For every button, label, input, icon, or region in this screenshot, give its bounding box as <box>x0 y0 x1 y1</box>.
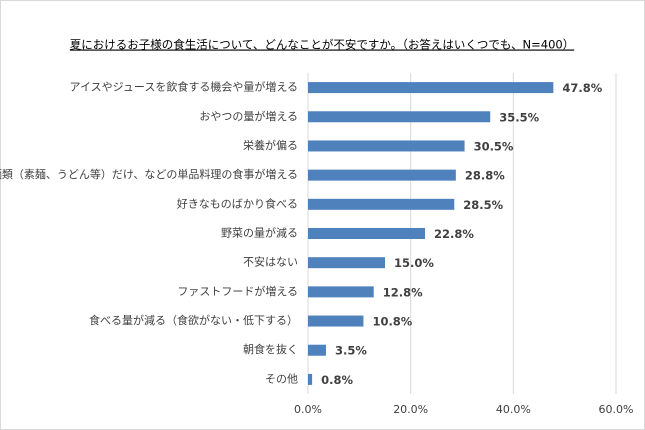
bar <box>308 286 374 298</box>
y-tick-label: 不安はない <box>243 255 298 269</box>
y-tick-label: 栄養が偏る <box>243 138 298 152</box>
y-tick-label: 好きなものばかり食べる <box>177 196 298 210</box>
value-label: 47.8% <box>562 81 602 95</box>
y-tick-label: 食べる量が減る（食欲がない・低下する） <box>89 313 298 327</box>
value-label: 12.8% <box>383 285 423 299</box>
bar <box>308 344 326 356</box>
y-tick-label: 麺類（素麺、うどん等）だけ、などの単品料理の食事が増える <box>0 167 298 181</box>
bar <box>308 169 456 181</box>
bar <box>308 111 491 123</box>
y-tick-label: おやつの量が増える <box>199 109 298 123</box>
value-label: 15.0% <box>394 256 434 270</box>
y-tick-label: 朝食を抜く <box>243 342 298 356</box>
bar <box>308 315 364 327</box>
x-tick-label: 40.0% <box>496 403 531 416</box>
y-tick-label: ファストフードが増える <box>177 284 298 298</box>
x-tick-label: 20.0% <box>393 403 428 416</box>
bar <box>308 228 426 239</box>
bar <box>308 82 554 94</box>
y-tick-label: その他 <box>265 372 298 385</box>
x-tick-label: 0.0% <box>294 403 322 416</box>
value-label: 3.5% <box>335 344 367 358</box>
bar <box>308 198 455 210</box>
value-label: 22.8% <box>434 227 474 241</box>
value-label: 10.8% <box>372 315 412 329</box>
bar <box>308 257 385 269</box>
value-label: 28.5% <box>463 198 503 212</box>
chart-title: 夏におけるお子様の食生活について、どんなことが不安ですか。（お答えはいくつでも、… <box>70 38 574 52</box>
x-tick-label: 60.0% <box>599 403 634 416</box>
bar <box>308 373 313 385</box>
value-label: 0.8% <box>321 373 353 387</box>
y-tick-label: アイスやジュースを飲食する機会や量が増える <box>70 80 298 94</box>
bar <box>308 140 465 152</box>
y-tick-label: 野菜の量が減る <box>221 226 298 240</box>
value-label: 35.5% <box>499 110 539 124</box>
value-label: 30.5% <box>474 139 514 153</box>
value-label: 28.8% <box>465 169 505 183</box>
